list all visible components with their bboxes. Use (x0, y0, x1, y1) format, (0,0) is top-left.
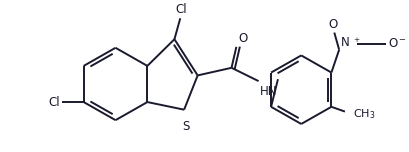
Text: Cl: Cl (175, 3, 187, 16)
Text: CH$_3$: CH$_3$ (352, 107, 374, 121)
Text: S: S (182, 120, 189, 133)
Text: Cl: Cl (49, 96, 61, 109)
Text: HN: HN (259, 85, 276, 98)
Text: N: N (340, 36, 349, 49)
Text: $^+$: $^+$ (351, 37, 360, 47)
Text: O: O (238, 32, 247, 45)
Text: O: O (328, 18, 337, 31)
Text: O$^-$: O$^-$ (387, 38, 406, 50)
